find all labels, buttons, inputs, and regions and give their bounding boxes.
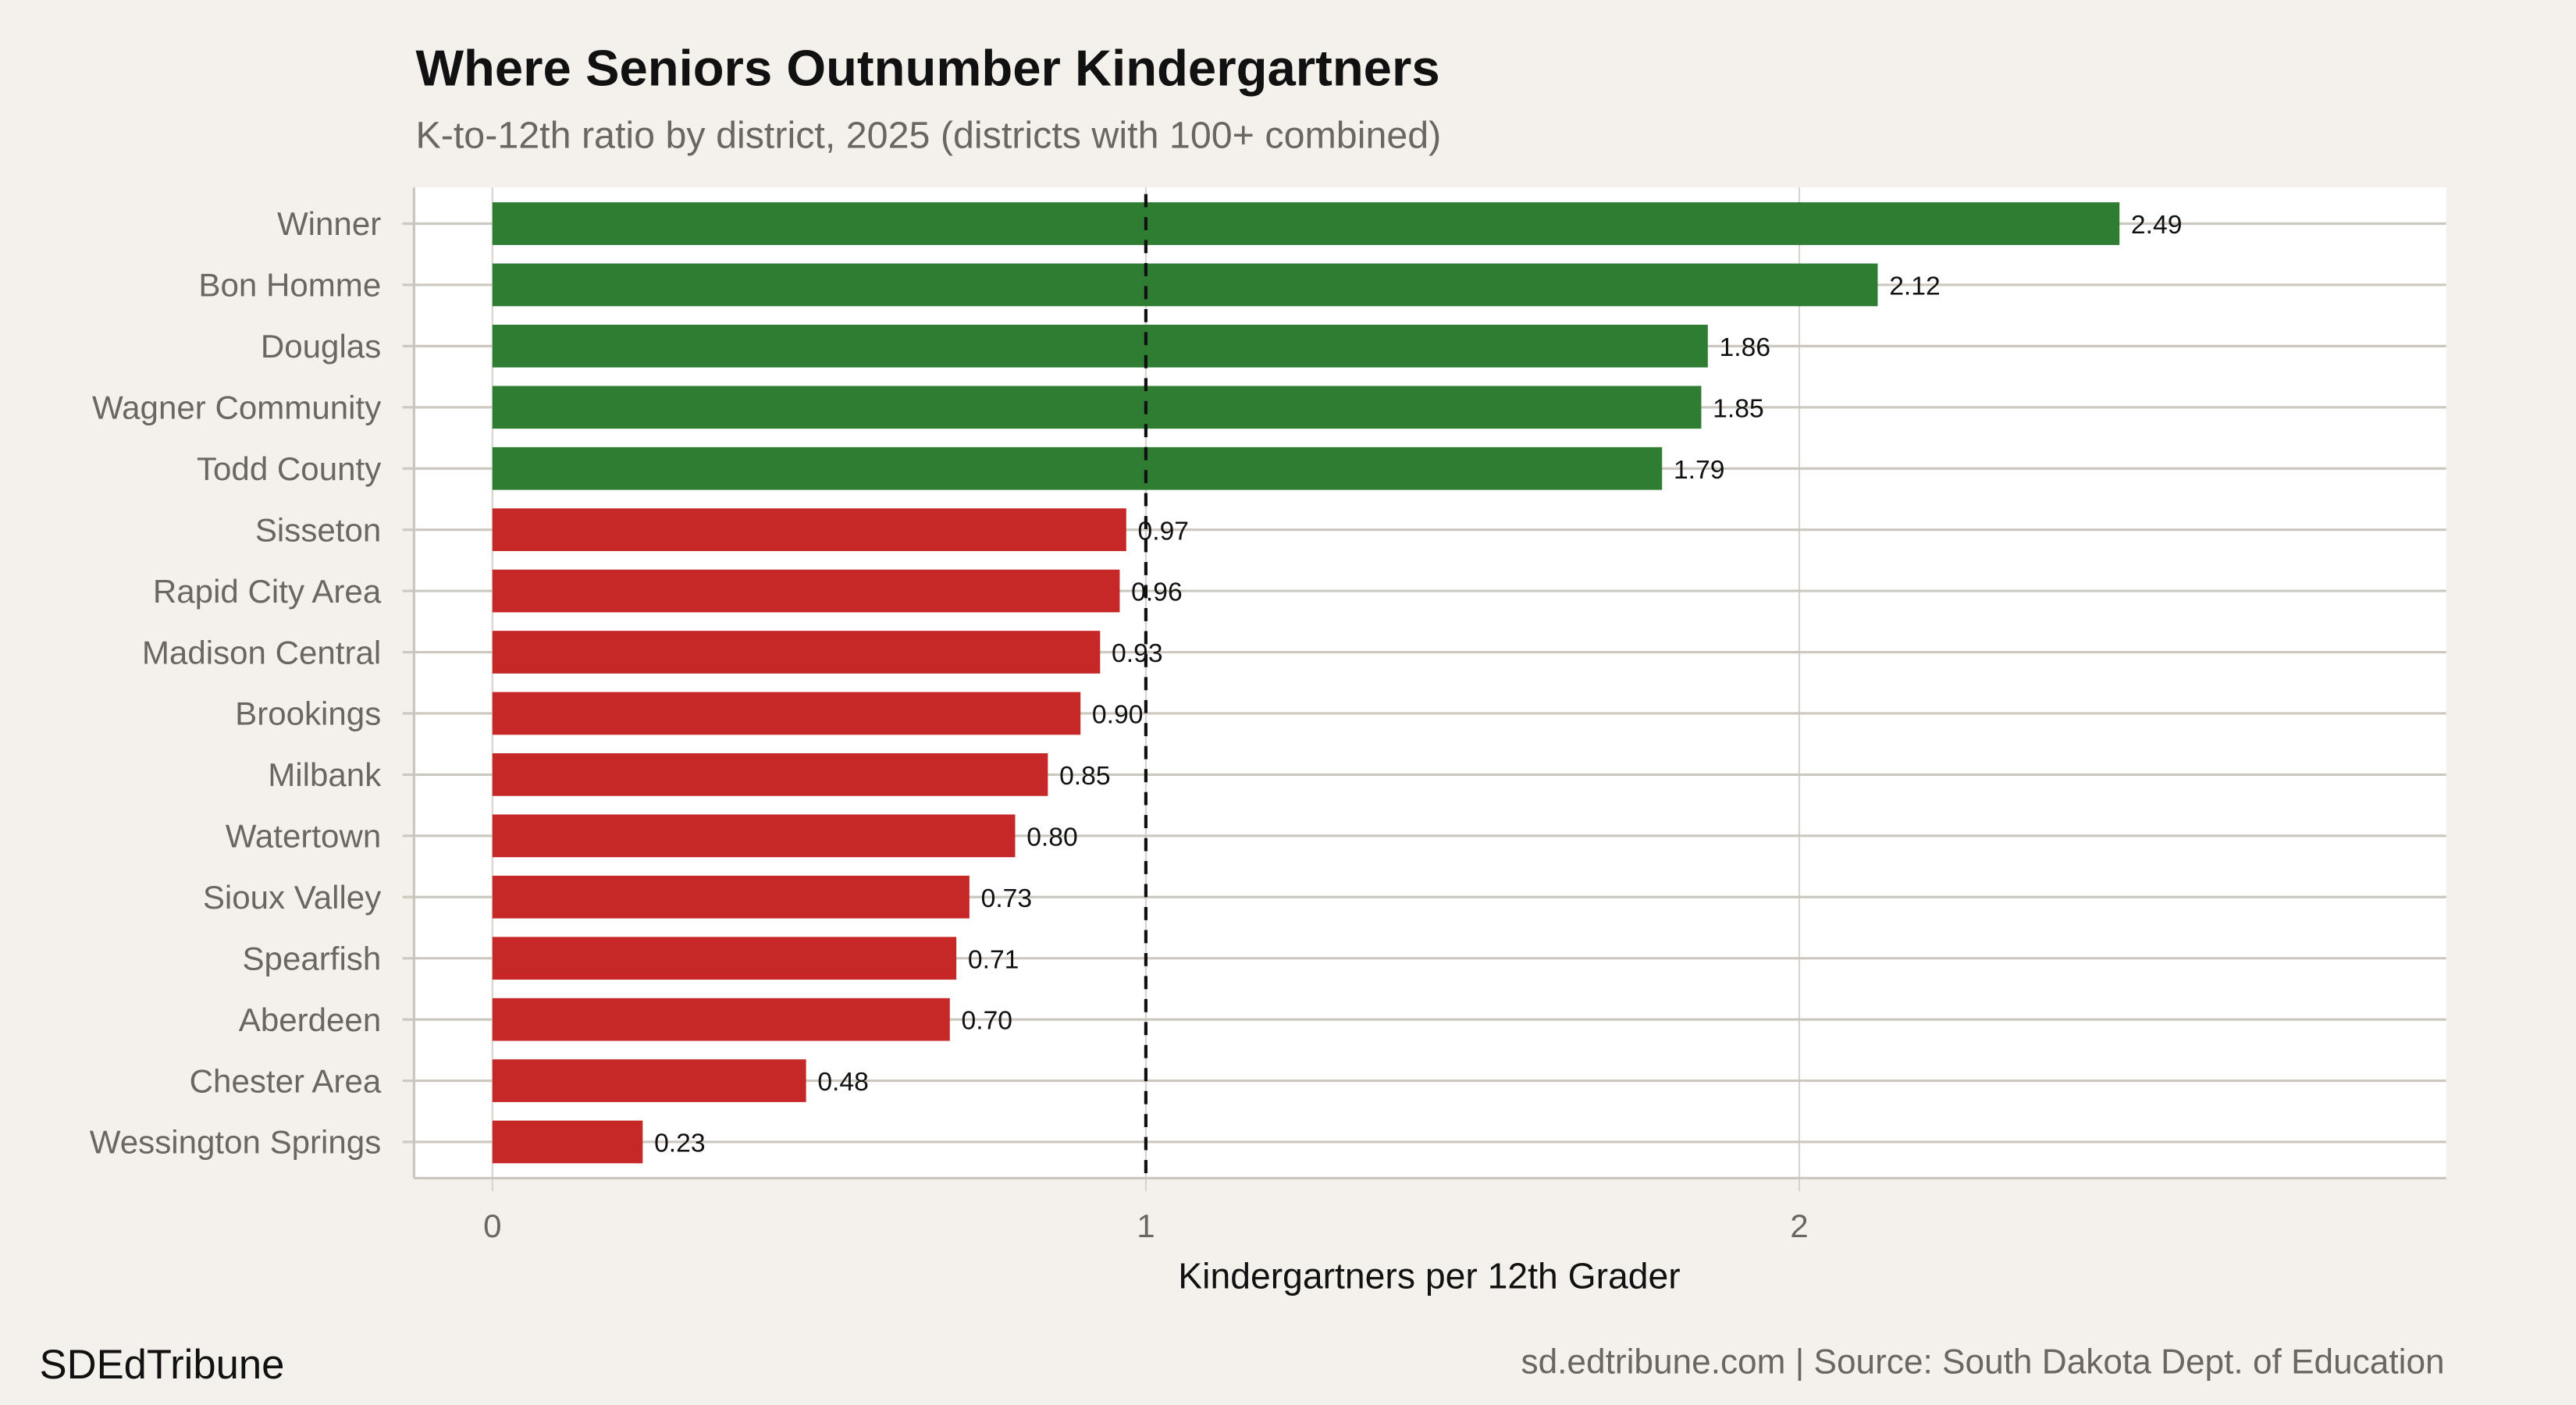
- bar: [492, 325, 1708, 368]
- data-label: 0.48: [817, 1068, 869, 1097]
- data-label: 1.85: [1713, 394, 1764, 423]
- data-label: 1.86: [1720, 333, 1771, 362]
- y-tick-label: Wessington Springs: [90, 1124, 381, 1161]
- y-tick-label: Milbank: [268, 756, 382, 793]
- y-tick-label: Rapid City Area: [153, 573, 382, 610]
- y-tick-label: Douglas: [261, 328, 381, 365]
- bar: [492, 814, 1016, 858]
- source-note: sd.edtribune.com | Source: South Dakota …: [1521, 1343, 2444, 1382]
- brand-label: SDEdTribune: [40, 1342, 285, 1388]
- data-label: 0.23: [654, 1129, 706, 1158]
- x-tick-label: 2: [1790, 1208, 1808, 1244]
- y-tick-label: Chester Area: [190, 1062, 382, 1099]
- data-label: 0.70: [962, 1007, 1013, 1036]
- bar: [492, 998, 950, 1041]
- data-label: 1.79: [1674, 456, 1725, 485]
- x-tick-label: 0: [483, 1208, 501, 1244]
- data-label: 0.97: [1138, 517, 1190, 546]
- y-tick-label: Aberdeen: [239, 1001, 382, 1038]
- y-tick-label: Spearfish: [242, 940, 381, 976]
- bar: [492, 386, 1702, 429]
- y-tick-label: Sisseton: [255, 511, 381, 548]
- bar: [492, 875, 970, 919]
- data-label: 2.49: [2131, 211, 2183, 240]
- chart-title: Where Seniors Outnumber Kindergartners: [415, 40, 1439, 97]
- data-label: 0.90: [1092, 701, 1144, 730]
- y-tick-label: Watertown: [226, 818, 382, 855]
- bar: [492, 263, 1878, 307]
- bar: [492, 1120, 643, 1164]
- bar: [492, 937, 957, 980]
- bar: [492, 446, 1663, 490]
- bar: [492, 631, 1101, 674]
- bar: [492, 1059, 806, 1102]
- x-tick-label: 1: [1137, 1208, 1155, 1244]
- bar: [492, 202, 2120, 245]
- bar: [492, 692, 1081, 735]
- data-label: 0.93: [1112, 639, 1163, 668]
- data-label: 0.85: [1059, 762, 1111, 791]
- bar: [492, 508, 1126, 552]
- data-label: 0.71: [968, 945, 1019, 974]
- y-tick-label: Winner: [277, 205, 381, 242]
- data-label: 2.12: [1889, 272, 1941, 301]
- y-tick-label: Wagner Community: [92, 389, 381, 426]
- y-tick-label: Bon Homme: [198, 267, 381, 304]
- data-label: 0.96: [1131, 578, 1183, 607]
- data-label: 0.73: [981, 884, 1033, 913]
- bar: [492, 569, 1120, 613]
- y-tick-label: Brookings: [235, 695, 381, 732]
- y-tick-label: Sioux Valley: [203, 879, 381, 916]
- data-label: 0.80: [1026, 823, 1078, 852]
- y-tick-label: Todd County: [197, 450, 381, 487]
- x-axis-label: Kindergartners per 12th Grader: [1178, 1255, 1680, 1296]
- bar: [492, 753, 1048, 796]
- chart-subtitle: K-to-12th ratio by district, 2025 (distr…: [415, 115, 1441, 157]
- y-tick-label: Madison Central: [142, 634, 381, 670]
